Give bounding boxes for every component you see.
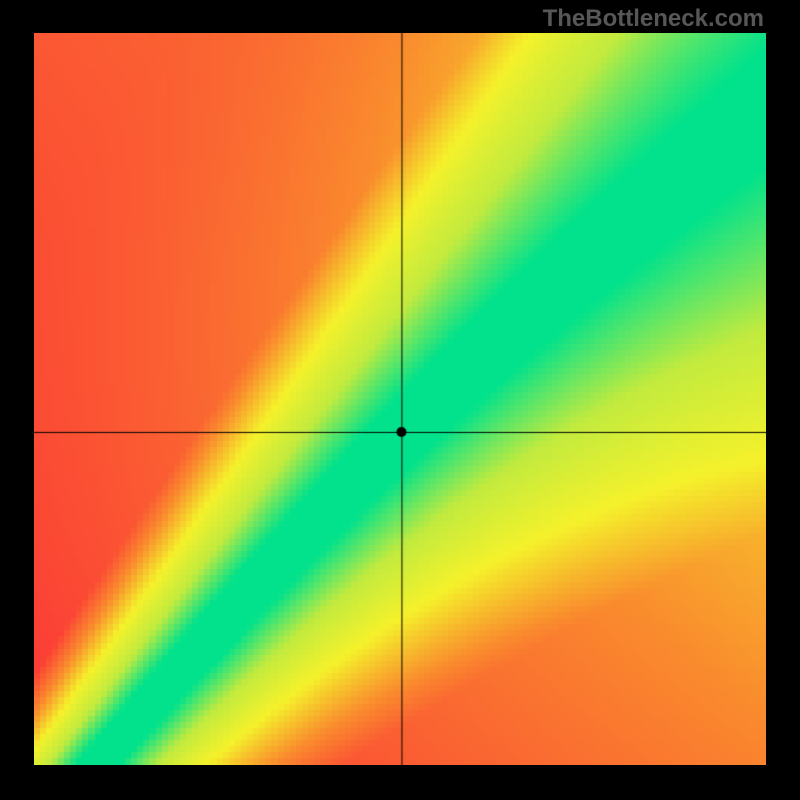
- chart-container: TheBottleneck.com: [0, 0, 800, 800]
- heatmap-plot: [34, 33, 766, 765]
- watermark-label: TheBottleneck.com: [543, 5, 764, 33]
- heatmap-canvas: [34, 33, 766, 765]
